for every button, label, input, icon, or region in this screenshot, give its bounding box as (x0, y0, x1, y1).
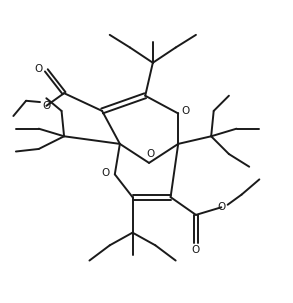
Text: O: O (102, 168, 110, 178)
Text: O: O (192, 245, 200, 255)
Text: O: O (35, 64, 43, 74)
Text: O: O (217, 202, 225, 212)
Text: O: O (42, 101, 50, 111)
Text: O: O (146, 149, 154, 159)
Text: O: O (182, 106, 190, 116)
